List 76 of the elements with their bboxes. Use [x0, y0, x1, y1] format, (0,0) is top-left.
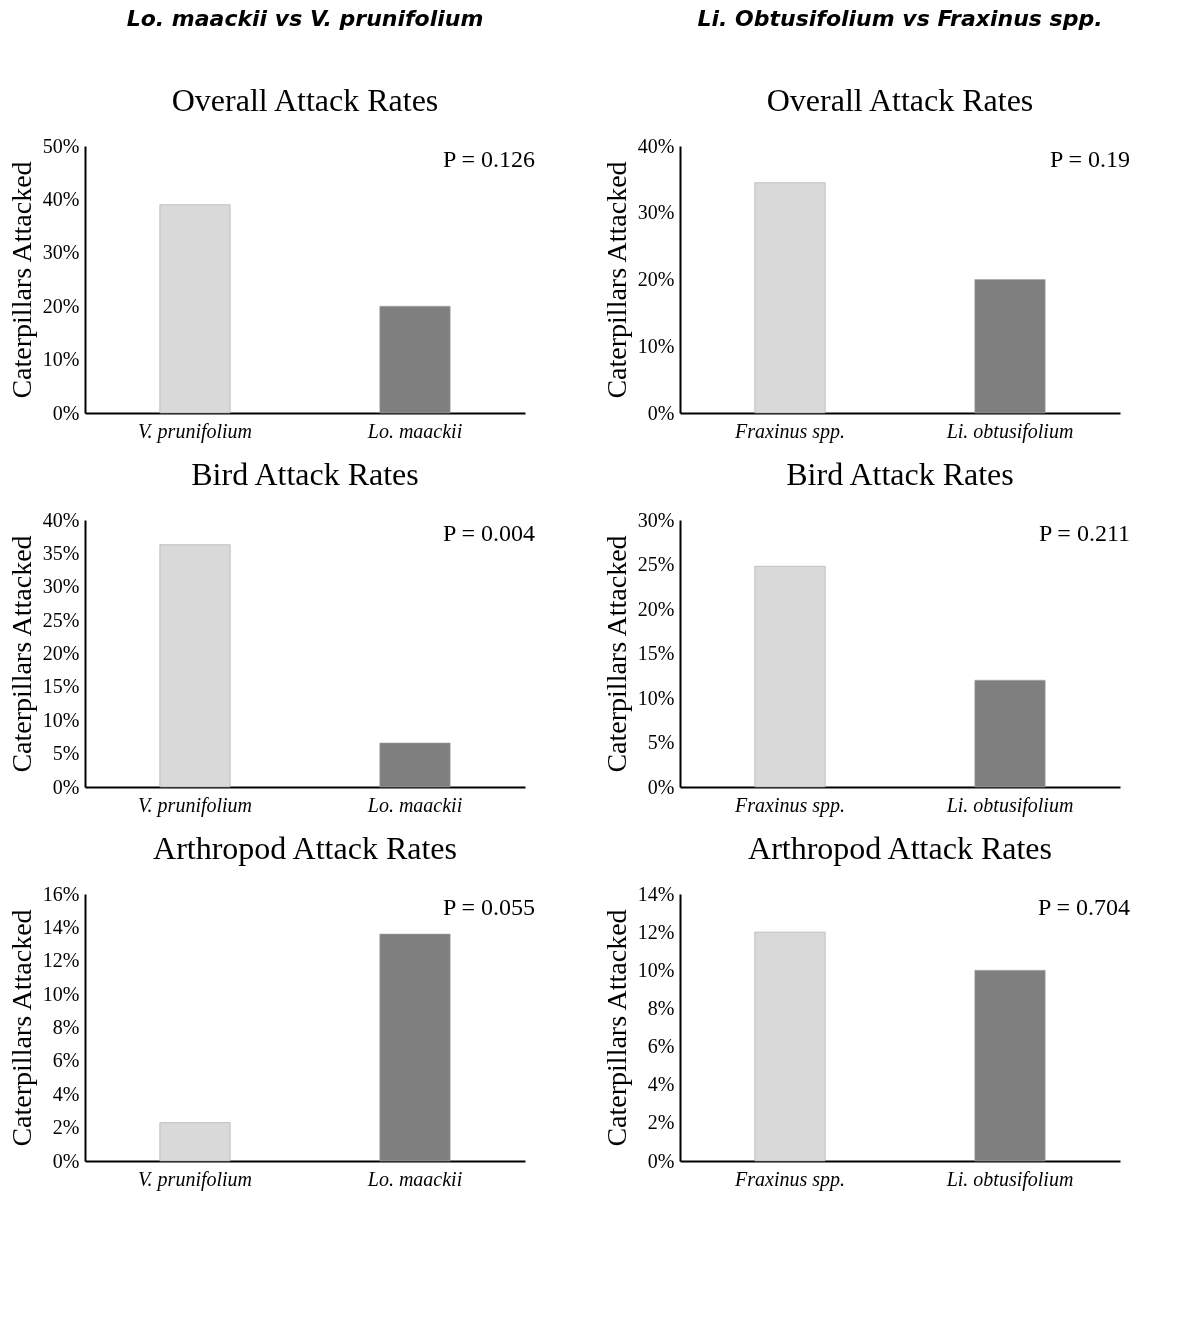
y-tick-label: 10% [42, 708, 80, 731]
y-axis-title: Caterpillars Attacked [5, 535, 37, 773]
x-tick-label: V. prunifolium [137, 1167, 253, 1191]
y-tick-label: 40% [637, 134, 675, 157]
chart-title: Bird Attack Rates [786, 456, 1014, 492]
chart-title: Bird Attack Rates [191, 456, 419, 492]
y-tick-label: 12% [637, 920, 675, 943]
y-tick-label: 4% [52, 1082, 80, 1105]
chart-title: Lo. maackii vs V. prunifolium [126, 6, 484, 31]
y-tick-label: 0% [52, 775, 80, 798]
annotation: P = 0.055 [443, 894, 535, 920]
x-tick-label: Li. obtusifolium [945, 793, 1074, 817]
y-tick-label: 10% [637, 958, 675, 981]
y-tick-label: 2% [52, 1116, 80, 1139]
y-tick-label: 40% [42, 187, 80, 210]
y-tick-label: 6% [52, 1049, 80, 1072]
y-tick-label: 16% [42, 882, 80, 905]
y-tick-label: 14% [637, 882, 675, 905]
chart-title: Arthropod Attack Rates [153, 830, 457, 866]
x-tick-label: V. prunifolium [137, 419, 253, 443]
annotation: P = 0.126 [443, 146, 535, 172]
y-tick-label: 0% [647, 1149, 675, 1172]
y-tick-label: 8% [52, 1016, 80, 1038]
y-tick-label: 0% [52, 401, 80, 424]
y-tick-label: 2% [647, 1111, 675, 1134]
y-tick-label: 15% [42, 675, 80, 698]
y-tick-label: 6% [647, 1035, 675, 1058]
x-tick-label: V. prunifolium [137, 793, 253, 817]
y-tick-label: 10% [637, 686, 675, 709]
annotation: P = 0.19 [1050, 146, 1130, 172]
chart-subtitle: Overall Attack Rates [171, 82, 439, 118]
x-tick-label: Fraxinus spp. [734, 793, 845, 817]
chart-title: Li. Obtusifolium vs Fraxinus spp. [697, 6, 1103, 31]
y-tick-label: 10% [42, 348, 80, 371]
y-tick-label: 50% [42, 134, 80, 157]
y-tick-label: 30% [637, 508, 675, 531]
x-tick-label: Lo. maackii [366, 793, 463, 816]
y-tick-label: 10% [637, 334, 675, 357]
y-tick-label: 20% [42, 642, 80, 664]
y-tick-label: 10% [42, 982, 80, 1005]
y-tick-label: 20% [42, 294, 80, 317]
x-tick-label: Fraxinus spp. [734, 1167, 845, 1191]
y-tick-label: 40% [42, 508, 80, 531]
y-tick-label: 30% [42, 241, 80, 264]
x-tick-label: Lo. maackii [366, 419, 463, 442]
y-tick-label: 14% [42, 915, 80, 938]
y-axis-title: Caterpillars Attacked [600, 909, 632, 1147]
y-tick-label: 12% [42, 949, 80, 972]
y-axis-title: Caterpillars Attacked [600, 161, 632, 399]
y-tick-label: 20% [637, 268, 675, 290]
y-tick-label: 8% [647, 996, 675, 1019]
y-tick-label: 0% [52, 1149, 80, 1172]
y-tick-label: 20% [637, 597, 675, 620]
y-tick-label: 35% [42, 541, 80, 564]
x-tick-label: Li. obtusifolium [945, 419, 1074, 443]
y-tick-label: 30% [42, 575, 80, 598]
y-tick-label: 0% [647, 401, 675, 424]
chart-subtitle: Overall Attack Rates [766, 82, 1034, 118]
y-axis-title: Caterpillars Attacked [5, 161, 37, 399]
annotation: P = 0.704 [1038, 894, 1130, 920]
y-axis-title: Caterpillars Attacked [600, 535, 632, 773]
annotation: P = 0.211 [1038, 520, 1130, 546]
y-tick-label: 0% [647, 775, 675, 798]
y-tick-label: 25% [42, 608, 80, 631]
y-tick-label: 30% [637, 201, 675, 224]
y-axis-title: Caterpillars Attacked [5, 909, 37, 1147]
y-tick-label: 4% [647, 1073, 675, 1096]
x-tick-label: Lo. maackii [366, 1167, 463, 1190]
y-tick-label: 15% [637, 642, 675, 664]
x-tick-label: Li. obtusifolium [945, 1167, 1074, 1191]
chart-title: Arthropod Attack Rates [748, 830, 1052, 866]
x-tick-label: Fraxinus spp. [734, 419, 845, 443]
y-tick-label: 25% [637, 553, 675, 575]
y-tick-label: 5% [647, 731, 675, 753]
annotation: P = 0.004 [443, 520, 535, 546]
y-tick-label: 5% [52, 742, 80, 765]
